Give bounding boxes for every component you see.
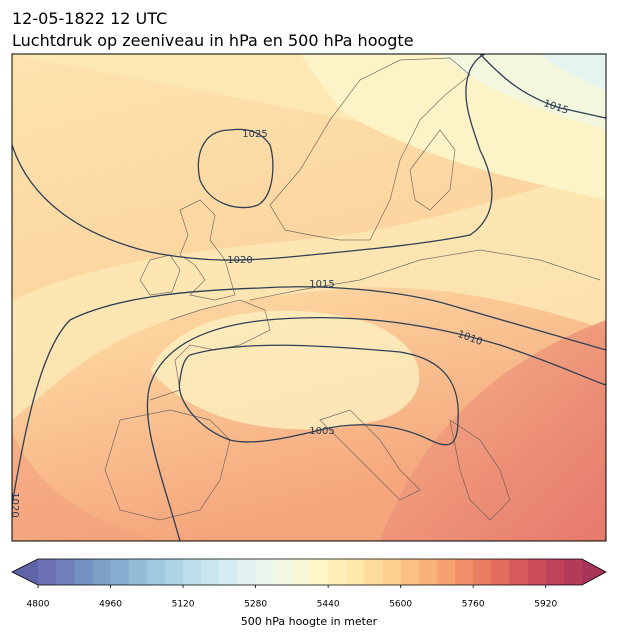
colorbar-tick-label: 5920 — [534, 600, 557, 610]
map-field — [12, 430, 160, 541]
colorbar-outline — [11, 558, 607, 586]
map: 1025 1020 1015 1010 1005 1015 1020 — [9, 54, 606, 541]
colorbar-bin — [146, 559, 166, 585]
colorbar-bin — [56, 559, 75, 585]
contours — [12, 54, 606, 541]
map-field — [540, 54, 606, 90]
colorbar-bin — [183, 559, 202, 585]
colorbar-bin — [92, 559, 112, 585]
map-frame — [11, 53, 607, 542]
colorbar-bin — [473, 559, 492, 585]
map-field — [150, 310, 420, 430]
contour-label: 1025 — [242, 129, 267, 140]
colorbar-bin — [164, 559, 184, 585]
colorbar-bin — [346, 559, 365, 585]
colorbar-bin — [455, 559, 474, 585]
contour-label: 1005 — [309, 426, 334, 437]
colorbar-bin — [364, 559, 384, 585]
map-field — [440, 54, 606, 130]
colorbar-tick-label: 4800 — [27, 600, 50, 610]
coastlines — [104, 57, 601, 521]
colorbar-tick-label: 5280 — [244, 600, 267, 610]
colorbar-bin — [128, 559, 148, 585]
colorbar-bin — [545, 559, 565, 585]
colorbar-bin — [201, 559, 220, 585]
map-title: Luchtdruk op zeeniveau in hPa en 500 hPa… — [12, 31, 414, 50]
colorbar-tick-label: 5440 — [317, 600, 340, 610]
contour-label: 1015 — [309, 279, 334, 290]
colorbar-bin — [237, 559, 257, 585]
colorbar-tick-label: 5120 — [172, 600, 195, 610]
colorbar-bin — [509, 559, 529, 585]
colorbar-bin — [273, 559, 293, 585]
colorbar-bin — [310, 559, 329, 585]
colorbar-bin — [291, 559, 311, 585]
contour-label: 1020 — [227, 255, 252, 266]
colorbar-bin — [328, 559, 347, 585]
colorbar-tick-label: 5600 — [389, 600, 412, 610]
colorbar-bin — [74, 559, 93, 585]
contour-label: 1020 — [9, 492, 20, 517]
colorbar-bin — [527, 559, 547, 585]
colorbar-tick-label: 4960 — [99, 600, 122, 610]
colorbar-bin — [491, 559, 510, 585]
colorbar-bin — [110, 559, 130, 585]
map-time: 12-05-1822 12 UTC — [12, 9, 167, 28]
colorbar-bin — [418, 559, 438, 585]
colorbar: 4800 4960 5120 5280 5440 5600 5760 5920 — [11, 558, 607, 610]
colorbar-extend — [12, 559, 38, 585]
colorbar-bin — [38, 559, 57, 585]
colorbar-label: 500 hPa hoogte in meter — [241, 615, 378, 628]
colorbar-bin — [219, 559, 238, 585]
colorbar-bin — [255, 559, 275, 585]
map-field — [380, 320, 606, 541]
colorbar-tick-label: 5760 — [462, 600, 485, 610]
colorbar-extend — [582, 559, 606, 585]
colorbar-bin — [563, 559, 583, 585]
colorbar-bin — [400, 559, 420, 585]
colorbar-bin — [382, 559, 402, 585]
colorbar-bin — [436, 559, 456, 585]
